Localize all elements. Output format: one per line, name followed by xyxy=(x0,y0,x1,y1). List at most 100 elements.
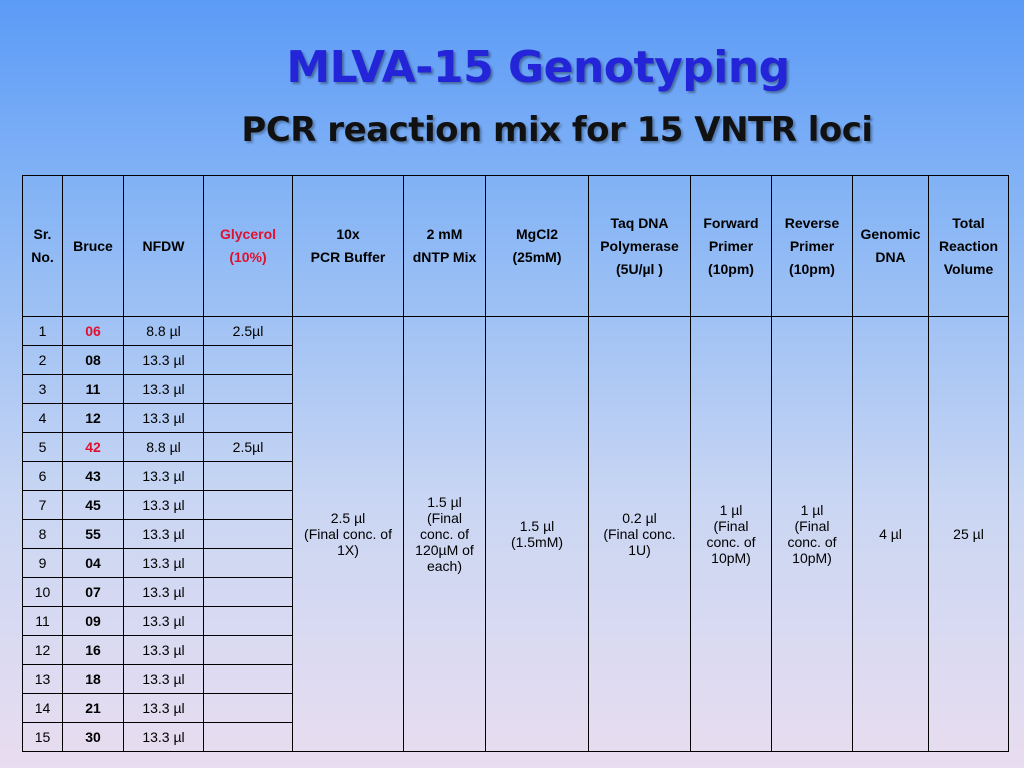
sr-cell: 7 xyxy=(22,490,63,520)
bruce-cell: 08 xyxy=(62,345,124,375)
cell-line: (5U/µl ) xyxy=(616,260,663,277)
glycerol-cell: 2.5µl xyxy=(203,432,293,462)
sr-cell: 4 xyxy=(22,403,63,433)
cell-line: 10pM) xyxy=(711,550,751,566)
total-volume-cell: 25 µl xyxy=(928,316,1009,752)
header-taq: Taq DNA Polymerase (5U/µl ) xyxy=(588,175,691,317)
nfdw-cell: 13.3 µl xyxy=(123,548,204,578)
cell-line: Genomic xyxy=(860,226,921,242)
cell-line: DNA xyxy=(875,249,906,265)
nfdw-cell: 13.3 µl xyxy=(123,577,204,607)
cell-line: (Final conc. of xyxy=(304,526,392,542)
bruce-cell: 18 xyxy=(62,664,124,694)
bruce-cell: 06 xyxy=(62,316,124,346)
table-row: 9 04 13.3 µl xyxy=(22,548,1009,578)
nfdw-cell: 13.3 µl xyxy=(123,693,204,723)
bruce-cell: 16 xyxy=(62,635,124,665)
nfdw-cell: 8.8 µl xyxy=(123,316,204,346)
cell-line: Taq DNA xyxy=(610,214,669,231)
cell-line: Sr. xyxy=(33,226,52,242)
table-row: 1 06 8.8 µl 2.5µl 2.5 µl (Final conc. of 1X) 1.… xyxy=(22,316,1009,752)
cell-line: 1.5 µl xyxy=(519,518,555,534)
glycerol-cell xyxy=(203,519,293,549)
glycerol-cell xyxy=(203,461,293,491)
taq-cell: 0.2 µl (Final conc. 1U) xyxy=(588,316,691,752)
cell-line: 25 µl xyxy=(953,526,984,542)
table-row: 3 11 13.3 µl xyxy=(22,374,1009,404)
cell-line: 2 mM xyxy=(426,226,463,242)
glycerol-cell xyxy=(203,722,293,752)
nfdw-cell: 13.3 µl xyxy=(123,345,204,375)
cell-line: Volume xyxy=(943,260,994,277)
cell-line: (Final xyxy=(794,518,830,534)
cell-line: conc. of xyxy=(706,534,756,550)
bruce-cell: 11 xyxy=(62,374,124,404)
cell-line: MgCl2 xyxy=(516,226,558,242)
table-row: 13 18 13.3 µl xyxy=(22,664,1009,694)
cell-line: conc. of xyxy=(419,526,470,542)
pcr-mix-table: Sr. No. Bruce NFDW Glycerol (10%) 10x PCR B… xyxy=(22,175,1009,752)
cell-line: Reaction xyxy=(938,237,999,254)
header-forward-primer: Forward Primer (10pm) xyxy=(690,175,772,317)
cell-line: 10x xyxy=(336,226,360,242)
cell-line: (Final xyxy=(426,510,462,526)
nfdw-cell: 13.3 µl xyxy=(123,664,204,694)
table-row: 15 30 13.3 µl xyxy=(22,722,1009,752)
sr-cell: 10 xyxy=(22,577,63,607)
bruce-cell: 30 xyxy=(62,722,124,752)
header-pcr-buffer: 10x PCR Buffer xyxy=(292,175,404,317)
pcr-buffer-cell: 2.5 µl (Final conc. of 1X) xyxy=(292,316,404,752)
cell-line: 2.5 µl xyxy=(330,510,366,526)
table-row: 14 21 13.3 µl xyxy=(22,693,1009,723)
genomic-dna-cell: 4 µl xyxy=(852,316,929,752)
sr-cell: 6 xyxy=(22,461,63,491)
page-subtitle: PCR reaction mix for 15 VNTR loci xyxy=(241,110,873,150)
reverse-primer-cell: 1 µl (Final conc. of 10pM) xyxy=(771,316,853,752)
cell-line: dNTP Mix xyxy=(412,249,477,265)
cell-line: PCR Buffer xyxy=(310,249,386,265)
bruce-cell: 09 xyxy=(62,606,124,636)
glycerol-cell: 2.5µl xyxy=(203,316,293,346)
sr-cell: 3 xyxy=(22,374,63,404)
table-row: 8 55 13.3 µl xyxy=(22,519,1009,549)
cell-line: No. xyxy=(31,249,54,265)
nfdw-cell: 13.3 µl xyxy=(123,722,204,752)
glycerol-cell xyxy=(203,693,293,723)
bruce-cell: 07 xyxy=(62,577,124,607)
sr-cell: 9 xyxy=(22,548,63,578)
cell-line: Primer xyxy=(789,237,835,254)
nfdw-cell: 13.3 µl xyxy=(123,490,204,520)
cell-line: 1U) xyxy=(628,542,651,558)
cell-line: 120µM of xyxy=(415,542,474,558)
cell-line: Reverse xyxy=(784,214,840,231)
header-reverse-primer: Reverse Primer (10pm) xyxy=(771,175,853,317)
nfdw-cell: 13.3 µl xyxy=(123,374,204,404)
cell-line: (25mM) xyxy=(512,249,562,265)
nfdw-cell: 13.3 µl xyxy=(123,606,204,636)
nfdw-cell: 13.3 µl xyxy=(123,519,204,549)
cell-line: (10pm) xyxy=(708,260,754,277)
header-sr: Sr. No. xyxy=(22,175,63,317)
table-row: 10 07 13.3 µl xyxy=(22,577,1009,607)
sr-cell: 1 xyxy=(22,316,63,346)
bruce-cell: 45 xyxy=(62,490,124,520)
cell-line: Forward xyxy=(703,214,759,231)
cell-line: (Final conc. xyxy=(603,526,676,542)
nfdw-cell: 13.3 µl xyxy=(123,461,204,491)
cell-line: 4 µl xyxy=(879,526,902,542)
header-dntp: 2 mM dNTP Mix xyxy=(403,175,486,317)
cell-line: each) xyxy=(426,558,463,574)
header-bruce: Bruce xyxy=(62,175,124,317)
header-nfdw: NFDW xyxy=(123,175,204,317)
sr-cell: 15 xyxy=(22,722,63,752)
cell-line: (10%) xyxy=(229,249,267,265)
sr-cell: 14 xyxy=(22,693,63,723)
header-row: Sr. No. Bruce NFDW Glycerol (10%) 10x PCR B… xyxy=(22,175,1009,317)
dntp-cell: 1.5 µl (Final conc. of 120µM of each) xyxy=(403,316,486,752)
sr-cell: 13 xyxy=(22,664,63,694)
cell-line: 10pM) xyxy=(792,550,832,566)
bruce-cell: 21 xyxy=(62,693,124,723)
sr-cell: 12 xyxy=(22,635,63,665)
header-glycerol: Glycerol (10%) xyxy=(203,175,293,317)
bruce-cell: 55 xyxy=(62,519,124,549)
